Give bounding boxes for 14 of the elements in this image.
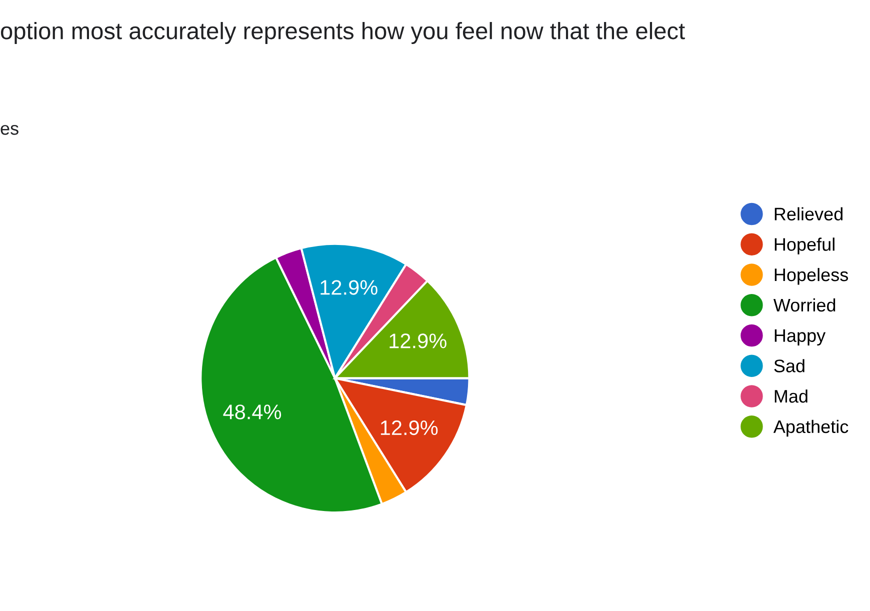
text: es — [0, 124, 18, 135]
legend-label: Happy — [774, 329, 826, 346]
chart-title: option most accurately represents how you feel now that the elect — [0, 22, 685, 44]
data-label: 12.9% — [390, 334, 446, 348]
data-label: 12.9% — [380, 420, 438, 436]
legend-label: Hopeless — [774, 268, 848, 285]
data-label: 12.9% — [320, 280, 378, 295]
legend-label: Relieved — [774, 207, 842, 220]
legend-label: Mad — [774, 389, 808, 403]
legend-label: Apathetic — [773, 420, 848, 437]
data-label: 48.4% — [223, 404, 282, 420]
legend-label: Sad — [774, 359, 804, 372]
legend-label: Hopeful — [774, 238, 834, 254]
legend-label: Worried — [773, 298, 836, 312]
